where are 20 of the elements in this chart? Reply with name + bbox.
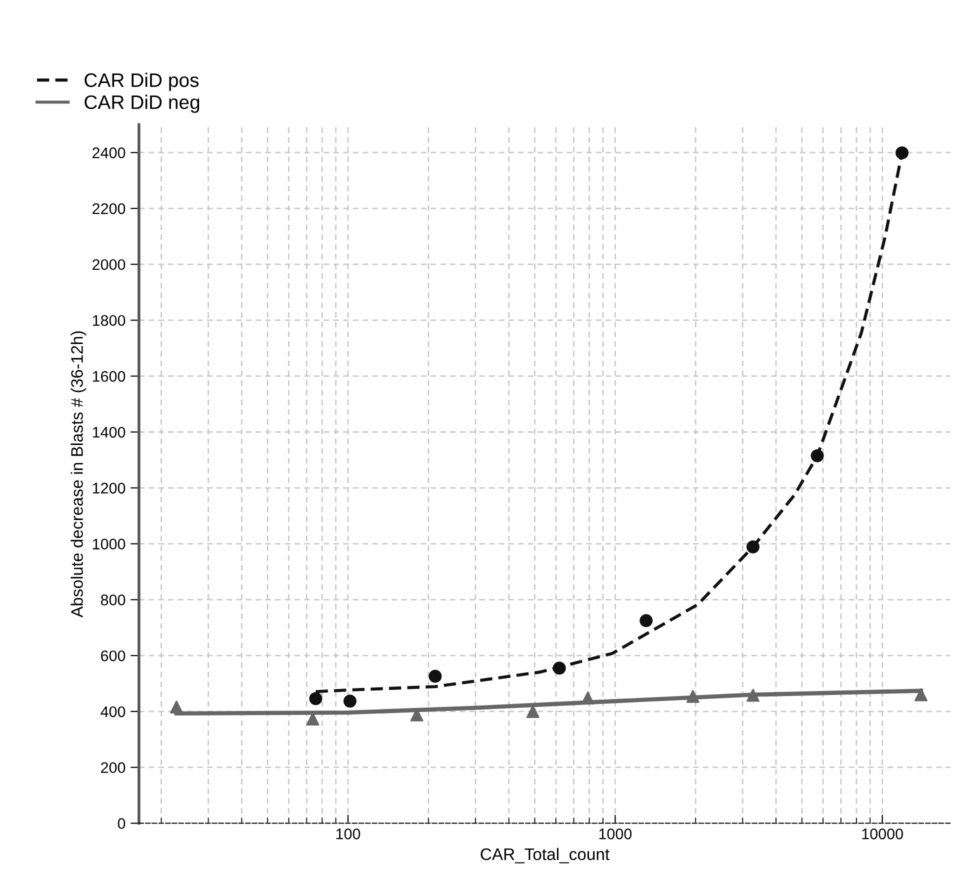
y-tick-label: 1200: [92, 482, 126, 494]
y-tick-label: 2200: [92, 203, 126, 214]
y-tick-label: 1400: [92, 426, 126, 438]
y-tick-label: 200: [101, 762, 126, 774]
legend-label: CAR DiD pos: [84, 72, 199, 91]
legend-label: CAR DiD neg: [84, 94, 200, 113]
y-tick-label: 600: [101, 650, 126, 662]
y-tick-label: 1600: [92, 370, 126, 382]
x-tick-label: 10000: [862, 828, 903, 840]
y-tick-label: 800: [100, 594, 126, 606]
x-tick-label: 100: [336, 828, 360, 840]
y-tick-label: 1000: [92, 538, 126, 550]
y-tick-label: 0: [118, 818, 126, 829]
x-axis-title: CAR_Total_count: [480, 848, 610, 864]
y-tick-label: 400: [100, 706, 126, 718]
y-tick-label: 1800: [92, 315, 126, 326]
y-axis-title: Absolute decrease in Blasts # (36-12h): [70, 331, 86, 618]
y-tick-label: 2000: [92, 259, 126, 270]
x-tick-label: 1000: [599, 828, 632, 840]
y-tick-label: 2400: [92, 147, 126, 158]
